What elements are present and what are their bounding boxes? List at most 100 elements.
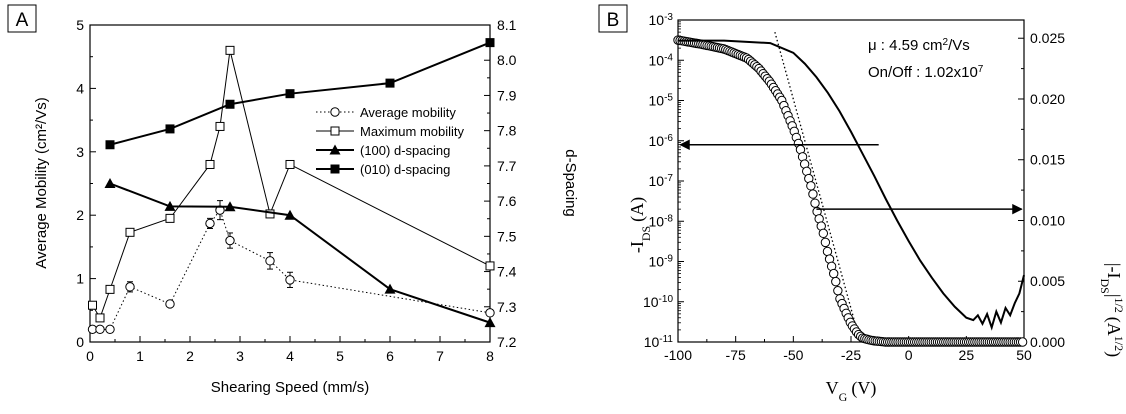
series-line bbox=[109, 182, 491, 324]
panel-b-chart: B -100 -75 -50 -25 0 25 50 10-1110-1010-910-81… bbox=[598, 4, 1126, 404]
panel-b-x-ticks: -100 -75 -50 -25 0 25 50 bbox=[664, 336, 1032, 363]
panel-a-label-box bbox=[7, 4, 37, 33]
y-tick-label: 10-6 bbox=[649, 132, 674, 149]
y2-tick-label: 8.1 bbox=[497, 17, 517, 33]
panel-b-y-axis-var: -I bbox=[627, 241, 647, 253]
data-point bbox=[88, 300, 97, 310]
mobility-annotation-unit: /Vs bbox=[948, 37, 970, 54]
data-point bbox=[284, 209, 296, 220]
x-tick-label: 25 bbox=[959, 347, 975, 363]
data-point bbox=[820, 237, 831, 248]
y-tick-base: 10 bbox=[649, 133, 665, 149]
mobility-annotation-label: μ : 4.59 cm bbox=[868, 37, 943, 54]
panel-b-y2-axis-sub: DS bbox=[1098, 278, 1112, 293]
x-tick-label: -50 bbox=[783, 347, 803, 363]
x-tick-label: 4 bbox=[286, 348, 294, 364]
on-off-annotation-label: On/Off : 1.02x10 bbox=[868, 64, 978, 81]
series-line bbox=[678, 39, 1025, 331]
x-tick-label: 6 bbox=[386, 348, 394, 364]
mobility-annotation: μ : 4.59 cm2/Vs bbox=[868, 37, 970, 55]
data-point bbox=[808, 189, 818, 199]
y-tick-label: 10-10 bbox=[643, 293, 673, 310]
x-tick-label: -100 bbox=[664, 347, 692, 363]
panel-a-x-ticks: 0 1 2 3 4 5 6 7 8 bbox=[86, 336, 494, 364]
x-tick-label: 8 bbox=[486, 348, 494, 364]
panel-b-y-axis-label: -IDS (A) bbox=[627, 197, 653, 253]
panel-b-y2-axis-label: |-IDS|1/2(A1/2) bbox=[1098, 263, 1126, 357]
data-point bbox=[806, 181, 816, 191]
panel-b-label: B bbox=[607, 10, 620, 31]
panel-b-y2-axis-pre: |-I bbox=[1104, 263, 1124, 279]
panel-b-y2-ticks: 0.000 0.005 0.010 0.015 0.020 0.025 bbox=[1018, 30, 1065, 350]
data-point bbox=[104, 178, 116, 188]
data-point bbox=[224, 201, 236, 212]
x-tick-label: 5 bbox=[336, 348, 344, 364]
on-off-annotation-sup: 7 bbox=[978, 64, 984, 75]
x-tick-label: 7 bbox=[436, 348, 444, 364]
y-tick-exponent: -3 bbox=[664, 12, 673, 23]
panel-b-y-axis-sub: DS bbox=[639, 226, 653, 241]
data-point bbox=[225, 99, 235, 109]
y2-tick-label: 8.0 bbox=[497, 52, 517, 68]
y2-tick-label: 7.5 bbox=[497, 228, 517, 244]
data-point bbox=[95, 324, 105, 335]
y-tick-label: 4 bbox=[76, 80, 84, 96]
panel-a-series bbox=[87, 38, 496, 335]
y-tick-base: 10 bbox=[649, 52, 665, 68]
panel-b-series bbox=[673, 31, 1028, 347]
data-point bbox=[384, 283, 396, 294]
data-point bbox=[205, 218, 215, 229]
y-tick-label: 1 bbox=[76, 271, 84, 287]
y2-tick-label: 0.025 bbox=[1030, 30, 1065, 46]
panel-a-y-ticks: 0 1 2 3 4 5 bbox=[76, 17, 96, 350]
legend-label: (010) d-spacing bbox=[360, 162, 450, 177]
y-tick-label: 10-3 bbox=[649, 12, 674, 29]
y-tick-exponent: -8 bbox=[664, 213, 673, 224]
y2-tick-label: 0.000 bbox=[1030, 334, 1065, 350]
panel-b-y2-axis-close: ) bbox=[1103, 351, 1124, 357]
panel-a-plot-frame bbox=[89, 24, 491, 343]
data-point bbox=[833, 285, 843, 296]
y-tick-base: 10 bbox=[649, 254, 665, 270]
y-tick-exponent: -9 bbox=[664, 253, 673, 264]
data-point bbox=[485, 308, 495, 318]
y-tick-base: 10 bbox=[649, 173, 665, 189]
legend-label: (100) d-spacing bbox=[360, 143, 450, 158]
panel-b-label-box bbox=[598, 4, 628, 33]
y2-tick-label: 0.005 bbox=[1030, 273, 1065, 289]
y-tick-base: 10 bbox=[643, 294, 659, 310]
y-tick-exponent: -4 bbox=[664, 52, 673, 63]
panel-b-x-axis-var: V bbox=[826, 378, 839, 398]
series-line bbox=[92, 209, 491, 330]
data-point bbox=[285, 159, 295, 169]
data-point bbox=[105, 284, 115, 294]
y2-tick-label: 7.2 bbox=[497, 334, 517, 350]
x-tick-label: 0 bbox=[905, 347, 913, 363]
x-tick-label: 2 bbox=[186, 348, 194, 364]
panel-a-y-axis-label: Average Mobility (cm²/Vs) bbox=[33, 97, 50, 268]
y-tick-base: 10 bbox=[649, 213, 665, 229]
data-point bbox=[165, 124, 175, 134]
data-point bbox=[829, 268, 839, 279]
panel-a-label: A bbox=[16, 10, 29, 31]
y-tick-exponent: -6 bbox=[664, 132, 673, 143]
y-tick-base: 10 bbox=[649, 12, 665, 28]
data-point bbox=[485, 261, 495, 271]
data-point bbox=[225, 45, 235, 55]
x-tick-label: 0 bbox=[86, 348, 94, 364]
mobility-annotation-sup: 2 bbox=[943, 37, 949, 48]
legend-label: Maximum mobility bbox=[360, 124, 465, 139]
panel-b-y2-axis-unit: (A bbox=[1103, 317, 1124, 336]
series-line bbox=[109, 41, 491, 146]
y2-tick-label: 7.3 bbox=[497, 299, 517, 315]
data-point bbox=[285, 89, 295, 99]
x-tick-label: -25 bbox=[841, 347, 861, 363]
data-point bbox=[1017, 337, 1028, 347]
y-tick-label: 10-4 bbox=[649, 52, 674, 69]
data-point bbox=[831, 276, 841, 287]
on-off-annotation: On/Off : 1.02x107 bbox=[868, 64, 984, 82]
panel-a-y2-ticks: 7.2 7.3 7.4 7.5 7.6 7.7 7.8 7.9 8.0 8.1 bbox=[484, 17, 517, 350]
y2-tick-label: 0.015 bbox=[1030, 152, 1065, 168]
x-tick-label: -75 bbox=[726, 347, 746, 363]
